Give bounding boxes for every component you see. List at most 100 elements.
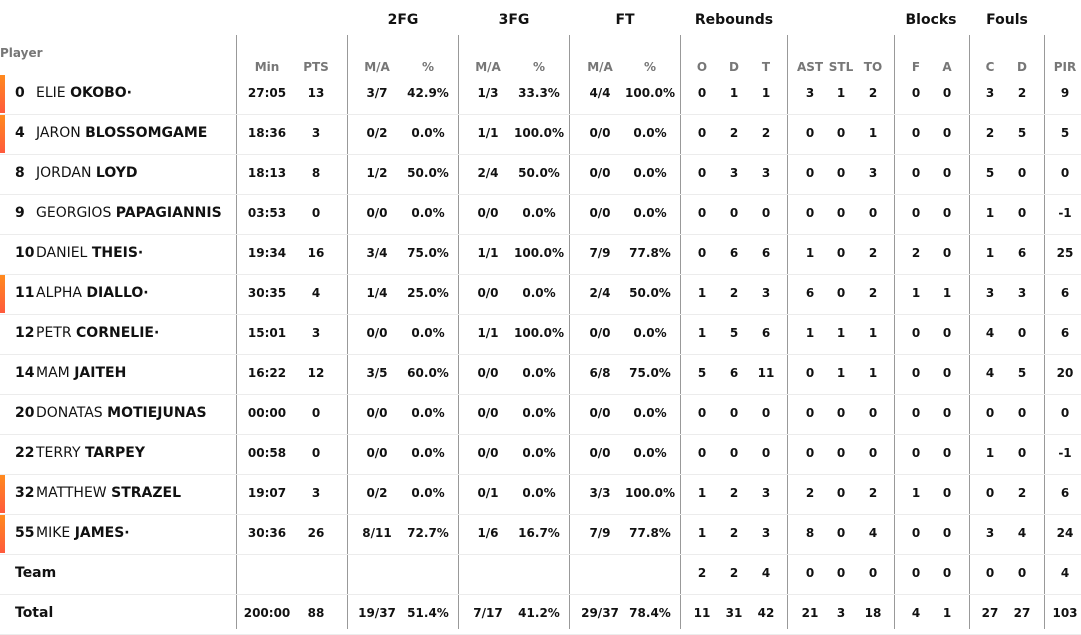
stat-cell: 0 bbox=[836, 246, 846, 260]
player-name[interactable]: MATTHEW STRAZEL bbox=[36, 485, 181, 501]
stat-cell: 15:01 bbox=[247, 326, 287, 340]
player-row[interactable]: 55 MIKE JAMES· 30:36 26 8/11 72.7% 1/6 16.7% 7/9… bbox=[0, 514, 1081, 555]
stat-cell: 2 bbox=[1017, 486, 1027, 500]
player-name[interactable]: ALPHA DIALLO· bbox=[36, 285, 149, 301]
stat-cell: 0.0% bbox=[633, 406, 667, 420]
stat-cell: 16.7% bbox=[518, 526, 560, 540]
player-name[interactable]: GEORGIOS PAPAGIANNIS bbox=[36, 205, 222, 221]
player-row[interactable]: 12 PETR CORNELIE· 15:01 3 0/0 0.0% 1/1 100.0% 0/… bbox=[0, 314, 1081, 355]
stat-cell: 1/1 bbox=[477, 326, 499, 340]
column-divider bbox=[347, 35, 348, 629]
player-row[interactable]: 4 JARON BLOSSOMGAME 18:36 3 0/2 0.0% 1/1 100.0%… bbox=[0, 114, 1081, 155]
stat-cell: 16:22 bbox=[247, 366, 287, 380]
player-name[interactable]: MAM JAITEH bbox=[36, 365, 126, 381]
stat-cell: 0/0 bbox=[477, 366, 499, 380]
column-header: Min bbox=[254, 60, 280, 74]
player-row[interactable]: 0 ELIE OKOBO· 27:05 13 3/7 42.9% 1/3 33.3% 4/4 10… bbox=[0, 74, 1081, 115]
stat-cell: 6 bbox=[729, 366, 739, 380]
stat-cell: 2 bbox=[1017, 86, 1027, 100]
column-divider bbox=[236, 35, 237, 629]
player-row[interactable]: 32 MATTHEW STRAZEL 19:07 3 0/2 0.0% 0/1 0.0% 3/3… bbox=[0, 474, 1081, 515]
stat-cell: 0 bbox=[836, 206, 846, 220]
stat-cell: 0 bbox=[911, 406, 921, 420]
stat-cell: 1 bbox=[868, 126, 878, 140]
stat-cell: 27 bbox=[1013, 606, 1031, 620]
column-header: T bbox=[761, 60, 771, 74]
stat-cell: 72.7% bbox=[407, 526, 449, 540]
player-last-name: TARPEY bbox=[84, 445, 146, 461]
player-name[interactable]: TERRY TARPEY bbox=[36, 445, 145, 461]
stat-cell: 0 bbox=[942, 206, 952, 220]
player-row[interactable]: 20 DONATAS MOTIEJUNAS 00:00 0 0/0 0.0% 0/0 0.0%… bbox=[0, 394, 1081, 435]
stat-cell: 2 bbox=[761, 126, 771, 140]
player-name[interactable]: DONATAS MOTIEJUNAS bbox=[36, 405, 207, 421]
player-first-name: JORDAN bbox=[36, 165, 92, 181]
stat-cell: 50.0% bbox=[407, 166, 449, 180]
stat-cell: 0 bbox=[942, 406, 952, 420]
column-divider bbox=[680, 35, 681, 629]
stat-cell: 0 bbox=[697, 406, 707, 420]
stat-cell: 1 bbox=[729, 86, 739, 100]
player-last-name: THEIS· bbox=[91, 245, 144, 261]
player-name[interactable]: DANIEL THEIS· bbox=[36, 245, 143, 261]
column-header: AST bbox=[796, 60, 824, 74]
stat-cell: 0 bbox=[868, 206, 878, 220]
player-last-name: STRAZEL bbox=[111, 485, 181, 501]
stat-cell: 0 bbox=[836, 406, 846, 420]
stat-cell: 4 bbox=[985, 366, 995, 380]
stat-cell: 0.0% bbox=[522, 206, 556, 220]
stat-cell: 1/3 bbox=[477, 86, 499, 100]
player-row[interactable]: 11 ALPHA DIALLO· 30:35 4 1/4 25.0% 0/0 0.0% 2/4 5… bbox=[0, 274, 1081, 315]
player-number: 0 bbox=[15, 85, 25, 101]
stat-cell: 0 bbox=[697, 126, 707, 140]
stat-cell: 4/4 bbox=[589, 86, 611, 100]
stat-cell: 5 bbox=[985, 166, 995, 180]
player-row[interactable]: 10 DANIEL THEIS· 19:34 16 3/4 75.0% 1/1 100.0% 7… bbox=[0, 234, 1081, 275]
player-name[interactable]: PETR CORNELIE· bbox=[36, 325, 159, 341]
stat-cell: 5 bbox=[1017, 366, 1027, 380]
column-header: M/A bbox=[475, 60, 501, 74]
player-last-name: BLOSSOMGAME bbox=[85, 125, 208, 141]
player-row[interactable]: 14 MAM JAITEH 16:22 12 3/5 60.0% 0/0 0.0% 6/8 75.… bbox=[0, 354, 1081, 395]
player-name[interactable]: JARON BLOSSOMGAME bbox=[36, 125, 207, 141]
player-name[interactable]: JORDAN LOYD bbox=[36, 165, 138, 181]
stat-cell: 100.0% bbox=[625, 486, 675, 500]
player-name[interactable]: MIKE JAMES· bbox=[36, 525, 130, 541]
stat-cell: 0 bbox=[729, 406, 739, 420]
stat-cell: 0 bbox=[729, 446, 739, 460]
stat-cell: 103 bbox=[1052, 606, 1078, 620]
stat-cell: 2 bbox=[729, 526, 739, 540]
stat-cell: 1 bbox=[942, 286, 952, 300]
stat-cell: 0.0% bbox=[633, 446, 667, 460]
stat-cell: 0 bbox=[805, 566, 815, 580]
stat-cell: 6 bbox=[729, 246, 739, 260]
stat-cell: 0.0% bbox=[411, 206, 445, 220]
player-row[interactable]: 9 GEORGIOS PAPAGIANNIS 03:53 0 0/0 0.0% 0/0 0.0… bbox=[0, 194, 1081, 235]
stat-cell: 0 bbox=[729, 206, 739, 220]
player-name[interactable]: ELIE OKOBO· bbox=[36, 85, 132, 101]
column-divider bbox=[458, 35, 459, 629]
column-divider bbox=[894, 35, 895, 629]
stat-cell: 100.0% bbox=[514, 326, 564, 340]
stat-cell: 3/5 bbox=[366, 366, 388, 380]
player-row[interactable]: 22 TERRY TARPEY 00:58 0 0/0 0.0% 0/0 0.0% 0/0 0.0… bbox=[0, 434, 1081, 475]
player-first-name: PETR bbox=[36, 325, 72, 341]
stat-cell: 0 bbox=[1017, 406, 1027, 420]
stat-cell: 5 bbox=[729, 326, 739, 340]
stat-cell: 3 bbox=[311, 486, 321, 500]
stat-cell: 9 bbox=[1060, 86, 1070, 100]
stat-cell: 0.0% bbox=[411, 406, 445, 420]
stat-cell: 0/0 bbox=[366, 206, 388, 220]
stat-cell: 3 bbox=[985, 526, 995, 540]
stat-cell: 0/0 bbox=[589, 326, 611, 340]
stat-cell: 0.0% bbox=[522, 406, 556, 420]
player-row[interactable]: 8 JORDAN LOYD 18:13 8 1/2 50.0% 2/4 50.0% 0/0 0.0… bbox=[0, 154, 1081, 195]
stat-cell: 75.0% bbox=[629, 366, 671, 380]
stat-cell: 3 bbox=[311, 326, 321, 340]
column-header: O bbox=[696, 60, 708, 74]
stat-cell: 0 bbox=[1060, 406, 1070, 420]
stat-cell: 33.3% bbox=[518, 86, 560, 100]
player-first-name: ELIE bbox=[36, 85, 66, 101]
stat-cell: 18 bbox=[864, 606, 882, 620]
stat-cell: 31 bbox=[725, 606, 743, 620]
